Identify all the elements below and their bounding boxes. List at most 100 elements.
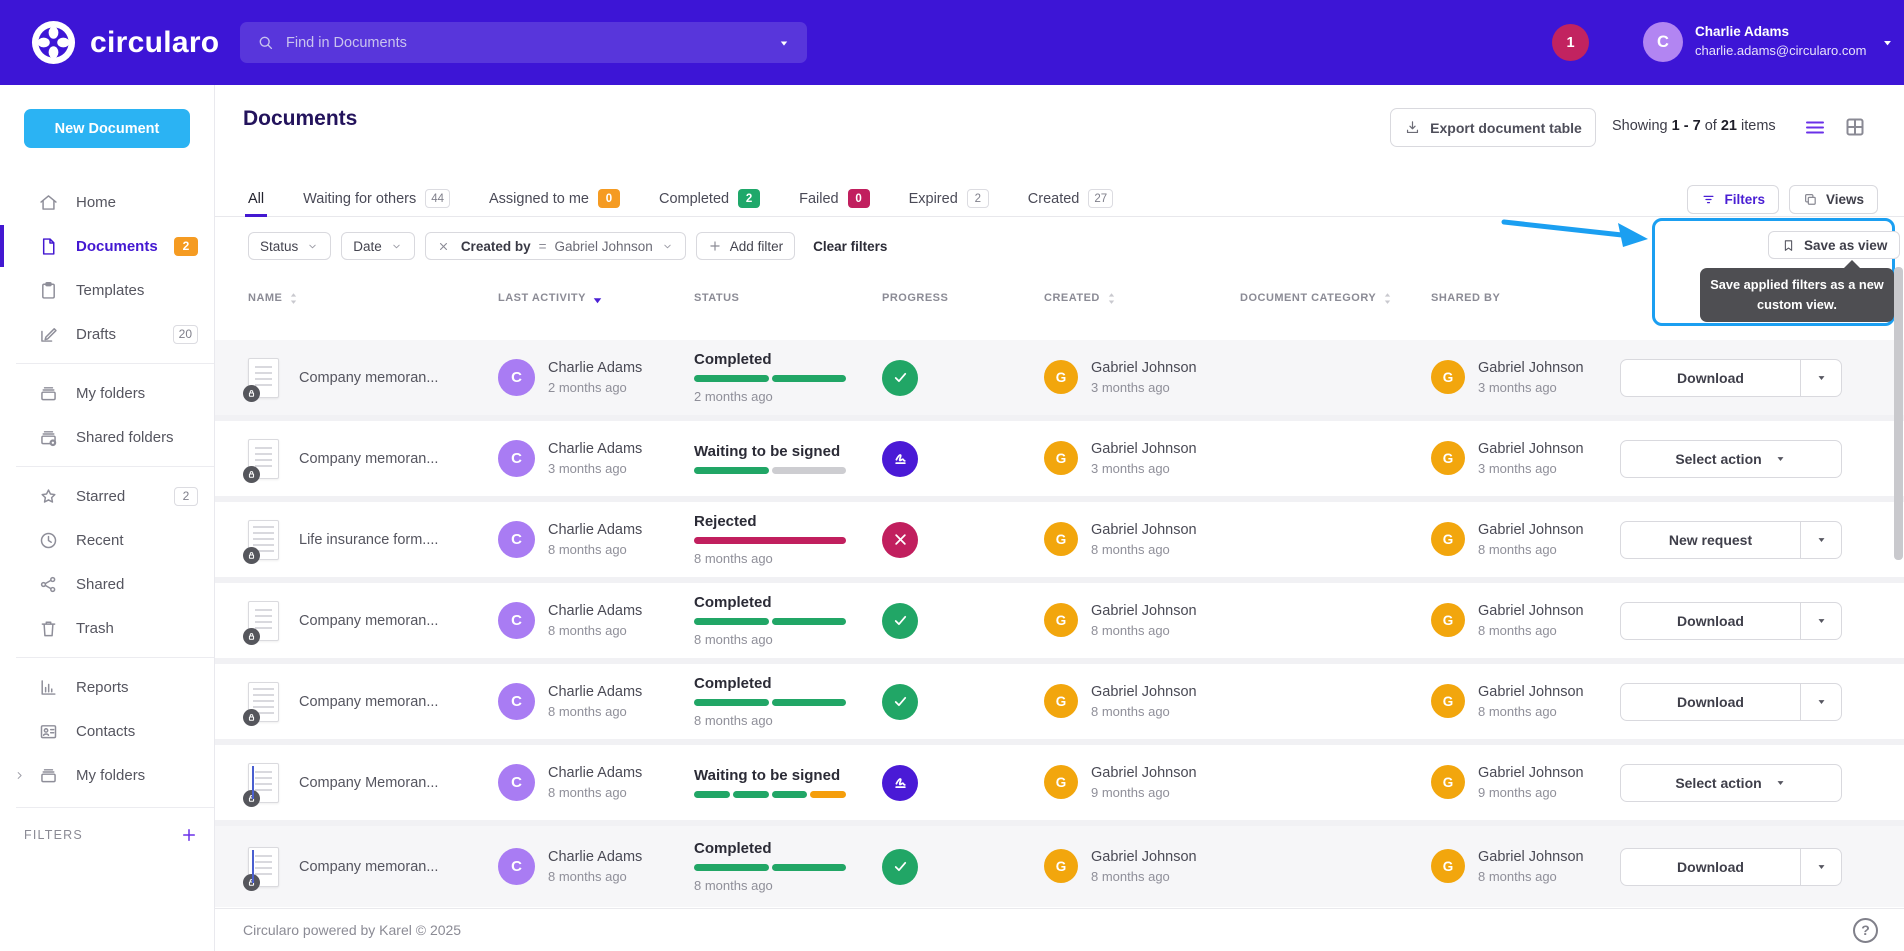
filter-chip-date[interactable]: Date [341, 232, 415, 260]
action-caret-icon[interactable] [1801, 614, 1841, 627]
column-header-created[interactable]: CREATED [1044, 291, 1240, 306]
lock-icon [243, 873, 260, 891]
tab-waiting-for-others[interactable]: Waiting for others 44 [303, 180, 451, 217]
column-header-name[interactable]: NAME [248, 291, 498, 306]
document-name: Company memoran... [299, 858, 439, 875]
help-icon[interactable]: ? [1853, 917, 1878, 943]
clear-filters-button[interactable]: Clear filters [813, 238, 888, 254]
showing-summary: Showing 1 - 7 of 21 items [1612, 118, 1776, 134]
notification-badge[interactable]: 1 [1552, 24, 1589, 61]
sidebar-item-home[interactable]: Home [0, 180, 214, 224]
sidebar-item-shared-folders[interactable]: Shared folders [0, 415, 214, 459]
tab-count-badge: 0 [847, 189, 870, 208]
action-caret-icon[interactable] [1801, 533, 1841, 546]
filters-section: FILTERS [24, 820, 198, 850]
save-as-view-button[interactable]: Save as view [1768, 231, 1901, 259]
document-name: Company memoran... [299, 369, 439, 386]
document-thumbnail-icon [243, 438, 279, 483]
views-icon [1803, 192, 1818, 207]
tab-count-badge: 2 [966, 189, 989, 208]
table-row[interactable]: Company memoran... C Charlie Adams 2 months… [215, 340, 1904, 421]
tab-assigned-to-me[interactable]: Assigned to me 0 [489, 180, 620, 217]
user-menu[interactable]: C Charlie Adams charlie.adams@circularo.… [1643, 22, 1895, 62]
table-row[interactable]: Company memoran... C Charlie Adams 8 months… [215, 826, 1904, 907]
row-action-button[interactable]: New request [1620, 520, 1842, 559]
avatar: G [1044, 360, 1078, 395]
export-document-table-button[interactable]: Export document table [1390, 108, 1596, 147]
row-action-button[interactable]: Select action [1620, 763, 1842, 802]
table-row[interactable]: Company memoran... C Charlie Adams 8 months… [215, 583, 1904, 664]
column-header-shared-by: SHARED BY [1431, 292, 1501, 304]
table-row[interactable]: Company memoran... C Charlie Adams 3 months… [215, 421, 1904, 502]
applied-filter-chip[interactable]: Created by = Gabriel Johnson [424, 232, 686, 260]
tab-failed[interactable]: Failed 0 [799, 180, 870, 217]
row-action-button[interactable]: Download [1620, 847, 1842, 886]
table-row[interactable]: Company memoran... C Charlie Adams 8 months… [215, 664, 1904, 745]
sidebar-badge: 20 [172, 324, 198, 344]
filter-chip-status[interactable]: Status [248, 232, 332, 260]
last-activity-cell: C Charlie Adams 8 months ago [498, 763, 694, 803]
avatar: G [1044, 603, 1078, 638]
filters-section-label: FILTERS [24, 828, 83, 842]
search-input[interactable] [286, 34, 766, 51]
action-caret-icon [1774, 452, 1787, 465]
sidebar-item-shared[interactable]: Shared [0, 562, 214, 606]
status-cell: Completed 2 months ago [694, 351, 882, 404]
filters-button[interactable]: Filters [1687, 185, 1779, 214]
status-check-icon [882, 602, 918, 639]
doc-icon [38, 236, 59, 257]
column-header-document-category[interactable]: DOCUMENT CATEGORY [1240, 291, 1431, 306]
trash-icon [38, 618, 59, 639]
status-cross-icon [882, 521, 918, 558]
sidebar-item-recent[interactable]: Recent [0, 518, 214, 562]
tab-all[interactable]: All [244, 180, 268, 217]
tab-expired[interactable]: Expired 2 [909, 180, 989, 217]
created-cell: G Gabriel Johnson 8 months ago [1044, 520, 1240, 560]
list-view-icon[interactable] [1803, 115, 1827, 139]
tab-count-badge: 2 [738, 189, 761, 208]
sidebar-item-my-folders[interactable]: My folders [0, 371, 214, 415]
add-sidebar-filter-icon[interactable] [180, 826, 198, 844]
last-activity-cell: C Charlie Adams 8 months ago [498, 682, 694, 722]
add-filter-button[interactable]: Add filter [695, 232, 796, 260]
action-caret-icon[interactable] [1801, 371, 1841, 384]
sidebar-item-contacts[interactable]: Contacts [0, 709, 214, 753]
circularo-logo-icon [31, 20, 76, 65]
grid-view-icon[interactable] [1843, 115, 1867, 139]
created-cell: G Gabriel Johnson 3 months ago [1044, 439, 1240, 479]
lock-icon [243, 789, 260, 807]
column-header-last-activity[interactable]: LAST ACTIVITY [498, 291, 694, 306]
brand-logo[interactable]: circularo [30, 19, 219, 66]
row-action-button[interactable]: Download [1620, 358, 1842, 397]
views-button[interactable]: Views [1788, 185, 1878, 214]
row-action-button[interactable]: Download [1620, 682, 1842, 721]
action-caret-icon[interactable] [1801, 695, 1841, 708]
table-row[interactable]: Life insurance form.... C Charlie Adams 8 m… [215, 502, 1904, 583]
search-scope-caret-icon[interactable] [777, 36, 791, 50]
sidebar-item-reports[interactable]: Reports [0, 665, 214, 709]
sidebar-item-documents[interactable]: Documents 2 [0, 224, 214, 268]
scrollbar-thumb[interactable] [1894, 267, 1903, 560]
sidebar-item-drafts[interactable]: Drafts 20 [0, 312, 214, 356]
tab-completed[interactable]: Completed 2 [659, 180, 761, 217]
row-action-button[interactable]: Select action [1620, 439, 1842, 478]
sidebar-item-templates[interactable]: Templates [0, 268, 214, 312]
shared-by-cell: G Gabriel Johnson 9 months ago [1431, 763, 1620, 803]
remove-filter-icon[interactable] [437, 240, 450, 253]
status-check-icon [882, 848, 918, 885]
search-box[interactable] [240, 22, 807, 63]
tab-created[interactable]: Created 27 [1028, 180, 1114, 217]
new-document-button[interactable]: New Document [24, 109, 190, 148]
search-icon [256, 33, 275, 52]
row-action-button[interactable]: Download [1620, 601, 1842, 640]
filter-view-buttons: Filters Views [1687, 185, 1878, 214]
pencil-icon [38, 324, 59, 345]
table-row[interactable]: Company Memoran... C Charlie Adams 8 months… [215, 745, 1904, 826]
sort-desc-icon [593, 297, 602, 303]
action-caret-icon[interactable] [1801, 860, 1841, 873]
sidebar-item-trash[interactable]: Trash [0, 606, 214, 650]
last-activity-cell: C Charlie Adams 2 months ago [498, 358, 694, 398]
sidebar-item-starred[interactable]: Starred 2 [0, 474, 214, 518]
page-title: Documents [243, 107, 358, 130]
sidebar-item-my-folders[interactable]: My folders [0, 753, 214, 797]
